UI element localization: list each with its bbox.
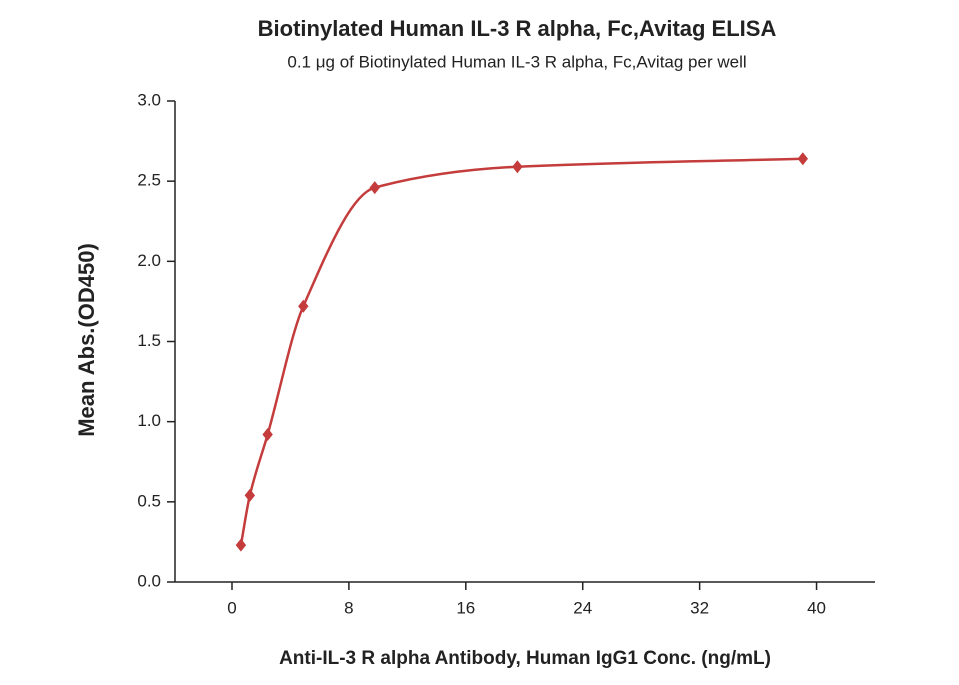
point [244,488,256,502]
x-axis-label: Anti-IL-3 R alpha Antibody, Human IgG1 C… [279,648,771,669]
x-tick-label: 0 [227,598,236,617]
y-axis-label: Mean Abs.(OD450) [74,243,99,437]
y-tick-label: 2.0 [137,251,161,270]
point [797,152,809,166]
x-tick-label: 8 [344,598,353,617]
chart-title: Biotinylated Human IL-3 R alpha, Fc,Avit… [258,16,777,41]
y-tick-label: 1.0 [137,411,161,430]
y-tick-label: 3.0 [137,90,161,109]
chart-subtitle: 0.1 μg of Biotinylated Human IL-3 R alph… [287,52,746,71]
x-tick-label: 16 [456,598,475,617]
point [369,181,380,195]
x-tick-label: 40 [807,598,826,617]
y-tick-label: 0.0 [137,571,161,590]
x-tick-label: 24 [573,598,592,617]
fit-curve [239,157,803,546]
point [298,299,309,313]
point [235,538,247,552]
x-tick-label: 32 [690,598,709,617]
y-tick-label: 1.5 [137,331,161,350]
point [262,427,273,441]
y-tick-label: 0.5 [137,491,161,510]
point [512,160,523,174]
y-tick-label: 2.5 [137,171,161,190]
